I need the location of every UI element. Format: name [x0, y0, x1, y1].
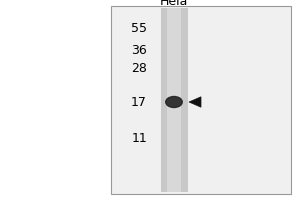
- Ellipse shape: [166, 97, 182, 108]
- Text: 17: 17: [131, 96, 147, 108]
- Polygon shape: [189, 97, 201, 107]
- Text: 28: 28: [131, 62, 147, 74]
- Text: 36: 36: [131, 45, 147, 58]
- Bar: [111, 6, 291, 194]
- Text: Hela: Hela: [160, 0, 188, 8]
- Bar: [160, 8, 188, 192]
- Text: 11: 11: [131, 132, 147, 144]
- Bar: [167, 8, 181, 192]
- Text: 55: 55: [131, 22, 147, 36]
